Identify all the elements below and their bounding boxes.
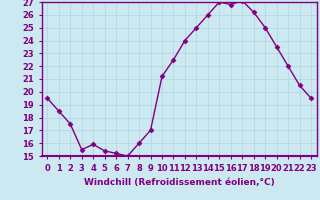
X-axis label: Windchill (Refroidissement éolien,°C): Windchill (Refroidissement éolien,°C) [84,178,275,187]
